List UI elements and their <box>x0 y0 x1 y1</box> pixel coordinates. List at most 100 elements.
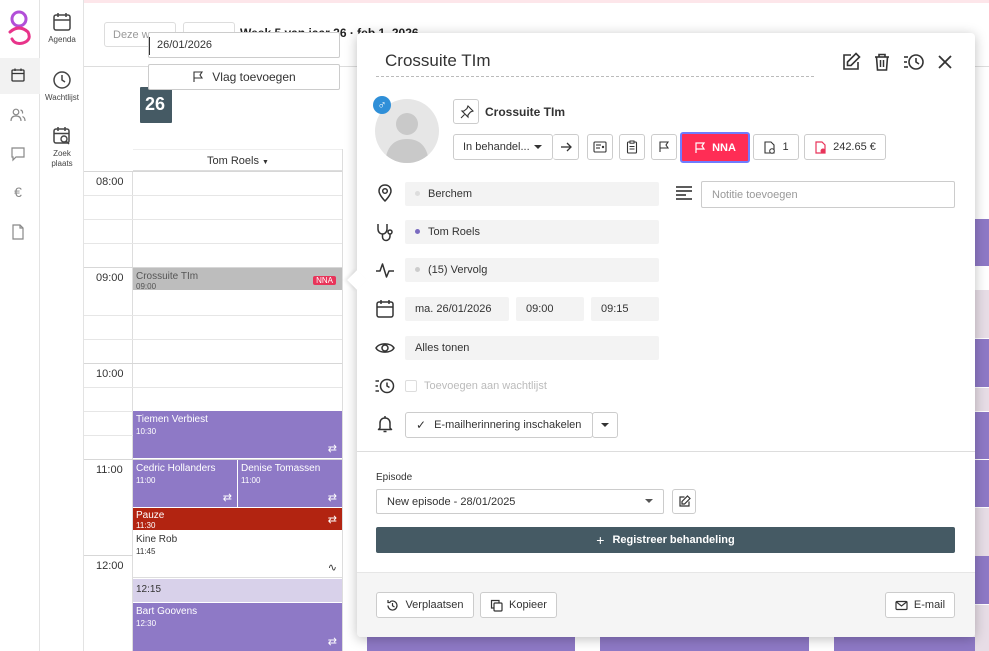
appointment-block-peek[interactable] <box>367 637 575 651</box>
appointment-block-peek[interactable] <box>975 460 989 507</box>
repeat-icon: ⇄ <box>327 636 337 648</box>
activity-icon: ∿ <box>327 562 337 574</box>
date-input[interactable]: 26/01/2026 <box>148 32 340 58</box>
visibility-field[interactable]: Alles tonen <box>405 336 659 360</box>
episode-select[interactable]: New episode - 28/01/2025 <box>376 489 664 514</box>
status-label: In behandel... <box>463 141 530 153</box>
type-dot <box>415 266 420 272</box>
note-input[interactable]: Notitie toevoegen <box>701 181 955 208</box>
start-time-field[interactable]: 09:00 <box>516 297 584 321</box>
move-button[interactable]: Verplaatsen <box>376 592 474 618</box>
appointment-block-peek[interactable] <box>975 605 989 651</box>
pause-block[interactable]: Pauze 11:30 ⇄ <box>133 508 342 530</box>
sidebar-item-calendar[interactable] <box>0 58 40 94</box>
check-icon: ✓ <box>416 418 427 432</box>
appointment-popup: Crossuite TIm ♂ Crossuite TIm In behande… <box>347 33 975 637</box>
grid-line <box>84 219 342 220</box>
location-field[interactable]: Berchem <box>405 182 659 206</box>
time-label: 12:00 <box>96 560 124 572</box>
copy-button[interactable]: Kopieer <box>480 592 557 618</box>
move-label: Verplaatsen <box>405 599 464 611</box>
document-icon[interactable] <box>10 224 26 240</box>
appointment-block[interactable]: Kine Rob 11:45 ∿ <box>133 531 342 578</box>
chat-icon[interactable] <box>10 146 26 162</box>
email-reminder-dropdown[interactable] <box>592 412 618 438</box>
appointment-block-peek[interactable] <box>600 637 809 651</box>
mail-icon <box>895 600 908 610</box>
amount-button[interactable]: 242.65 € <box>804 134 886 160</box>
register-treatment-button[interactable]: + Registreer behandeling <box>376 527 955 553</box>
appointment-block[interactable]: Denise Tomassen 11:00 ⇄ <box>238 460 342 507</box>
appointment-block-peek[interactable] <box>975 388 989 411</box>
grid-line <box>84 267 342 268</box>
nav-wachtlijst[interactable]: Wachtlijst <box>40 70 84 103</box>
therapist-field[interactable]: Tom Roels <box>405 220 659 244</box>
appointment-block[interactable]: Crossuite TIm 09:00 NNA <box>133 268 342 290</box>
status-next-button[interactable] <box>553 134 579 160</box>
edit-icon <box>678 495 691 507</box>
appointment-block-peek[interactable] <box>975 556 989 604</box>
pin-button[interactable] <box>453 99 479 124</box>
status-dropdown[interactable]: In behandel... <box>453 134 553 160</box>
nav-agenda[interactable]: Agenda <box>40 12 84 45</box>
appointment-block-peek[interactable] <box>975 508 989 556</box>
patient-name[interactable]: Crossuite TIm <box>485 105 566 119</box>
bell-icon <box>377 416 393 433</box>
document-count-icon <box>764 140 776 154</box>
time-label: 08:00 <box>96 176 124 188</box>
appointment-block-peek[interactable] <box>975 290 989 338</box>
nna-label: NNA <box>712 141 736 154</box>
secondary-rail: Agenda Wachtlijst Zoek plaats <box>40 0 84 651</box>
add-flag-label: Vlag toevoegen <box>212 70 296 84</box>
email-reminder-button[interactable]: ✓ E-mailherinnering inschakelen <box>405 412 593 438</box>
column-header-therapist[interactable]: Tom Roels ▼ <box>133 149 343 171</box>
appointment-type-field[interactable]: (15) Vervolg <box>405 258 659 282</box>
appointment-block[interactable]: Cedric Hollanders 11:00 ⇄ <box>133 460 237 507</box>
app-logo[interactable] <box>5 10 33 46</box>
notes-lines-icon <box>676 186 692 200</box>
appointment-block-peek[interactable] <box>975 412 989 459</box>
appointment-block-peek[interactable] <box>975 339 989 387</box>
clipboard-button[interactable] <box>619 134 645 160</box>
stethoscope-icon <box>377 224 393 242</box>
documents-button[interactable]: 1 <box>753 134 799 160</box>
email-label: E-mail <box>913 599 946 611</box>
history-icon[interactable] <box>903 51 925 73</box>
date-field[interactable]: ma. 26/01/2026 <box>405 297 509 321</box>
id-card-button[interactable] <box>587 134 613 160</box>
add-flag-button[interactable]: Vlag toevoegen <box>148 64 340 90</box>
edit-icon[interactable] <box>840 51 862 73</box>
calendar-icon <box>376 300 394 318</box>
popup-caret <box>347 270 367 290</box>
nav-zoek-label-1: Zoek <box>53 149 71 158</box>
flag-button[interactable] <box>651 134 677 160</box>
close-icon[interactable] <box>934 51 956 73</box>
therapist-dot <box>415 228 420 234</box>
popup-title[interactable]: Crossuite TIm <box>376 51 814 77</box>
euro-icon[interactable]: € <box>14 184 22 200</box>
end-time-field[interactable]: 09:15 <box>591 297 659 321</box>
grid-line <box>84 339 342 340</box>
grid-line <box>84 315 342 316</box>
appointment-block-peek[interactable] <box>975 219 989 266</box>
grid-line <box>84 387 342 388</box>
caret-down-icon <box>601 423 609 427</box>
trash-icon[interactable] <box>871 51 893 73</box>
avatar[interactable] <box>375 99 439 163</box>
day-number-badge[interactable]: 26 <box>140 87 172 123</box>
users-icon[interactable] <box>10 107 26 123</box>
waitlist-checkbox[interactable] <box>405 380 417 392</box>
episode-edit-button[interactable] <box>672 489 696 514</box>
grid-line <box>84 363 342 364</box>
appointment-block[interactable]: Tiemen Verbiest 10:30 ⇄ <box>133 411 342 458</box>
slot-block[interactable]: 12:15 <box>133 579 342 602</box>
appointment-block[interactable]: Bart Goovens 12:30 ⇄ <box>133 603 342 651</box>
nna-flag-button[interactable]: NNA <box>680 132 750 163</box>
time-label: 10:00 <box>96 368 124 380</box>
column-header-last: Roels <box>230 155 259 167</box>
nav-zoek-plaats[interactable]: Zoek plaats <box>40 126 84 169</box>
appointment-type-value: (15) Vervolg <box>428 264 488 276</box>
appointment-block-peek[interactable] <box>834 637 975 651</box>
flag-icon <box>695 141 706 153</box>
email-button[interactable]: E-mail <box>885 592 955 618</box>
